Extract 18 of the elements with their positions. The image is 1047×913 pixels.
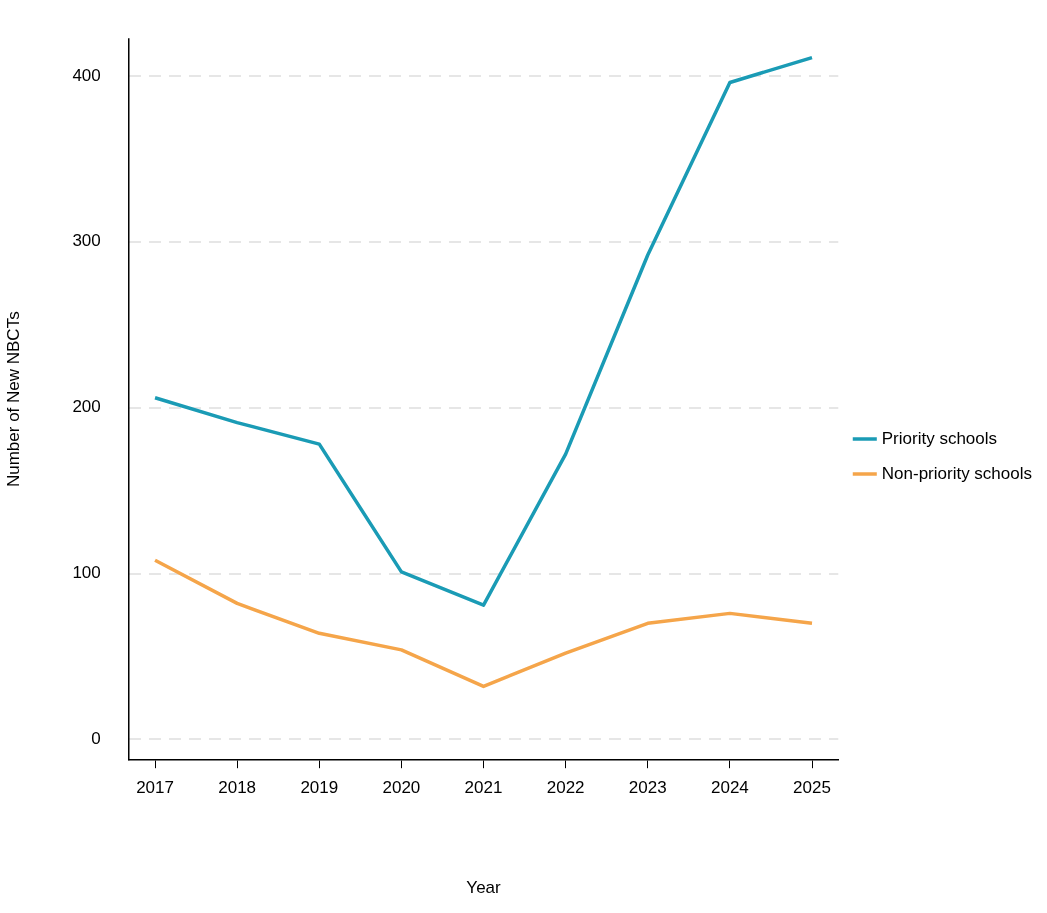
y-tick-label: 0 [91, 729, 101, 749]
x-tick-label: 2021 [464, 778, 503, 798]
x-axis-title: Year [466, 878, 502, 898]
x-tick-label: 2019 [300, 778, 339, 798]
y-tick-label: 100 [72, 563, 101, 583]
x-tick-label: 2024 [710, 778, 749, 798]
x-tick-label: 2023 [628, 778, 667, 798]
x-tick-label: 2018 [218, 778, 257, 798]
x-tick-label: 2020 [382, 778, 421, 798]
x-tick-label: 2017 [136, 778, 174, 798]
y-tick-label: 300 [72, 231, 101, 251]
x-tick-label: 2022 [546, 778, 585, 798]
legend-label: Priority schools [881, 428, 998, 448]
legend-label: Non-priority schools [881, 463, 1033, 483]
y-axis-title: Number of New NBCTs [3, 311, 23, 488]
y-tick-label: 200 [72, 397, 101, 417]
y-tick-label: 400 [72, 65, 101, 85]
x-tick-label: 2025 [793, 778, 831, 798]
